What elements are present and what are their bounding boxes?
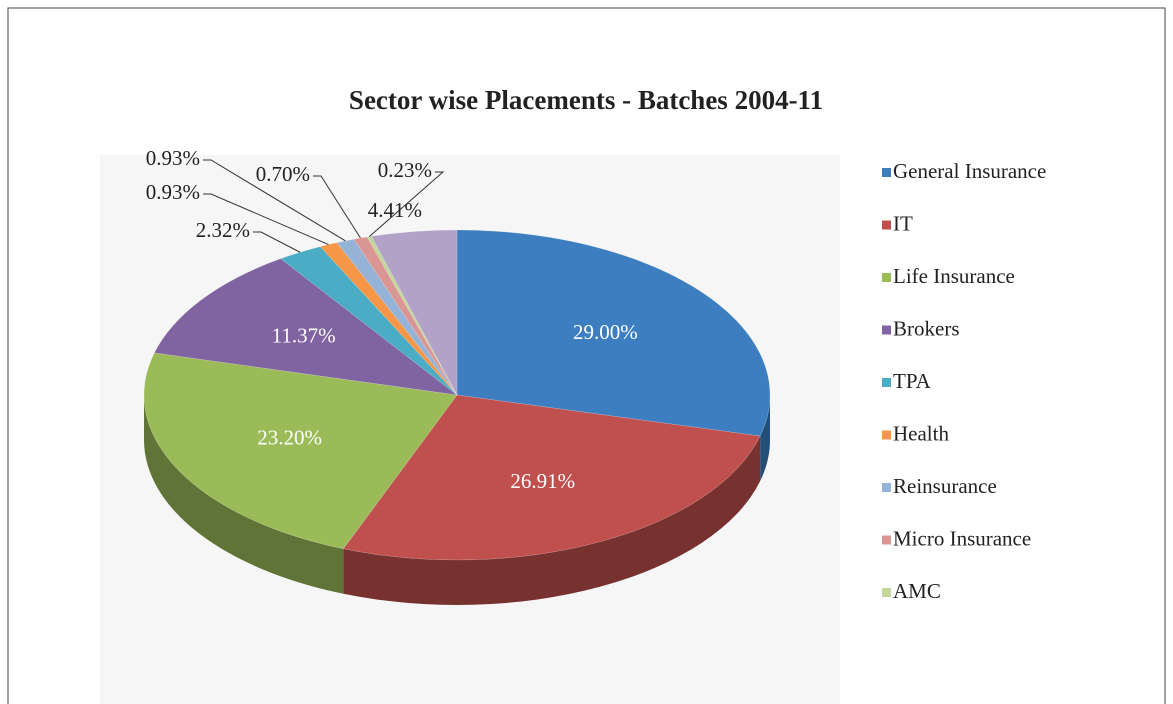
leader-line (253, 231, 301, 253)
slice (342, 394, 761, 561)
slice (143, 352, 458, 550)
data-label: 26.91% (510, 469, 575, 493)
legend-label: Reinsurance (893, 474, 997, 498)
data-label: 0.70% (256, 162, 310, 186)
slice (336, 238, 458, 396)
legend-swatch (882, 430, 891, 440)
leader-line (203, 159, 346, 242)
legend-swatch (882, 325, 891, 335)
legend-swatch (882, 168, 891, 177)
legend-swatch (882, 220, 891, 230)
legend-label: Life Insurance (893, 264, 1015, 288)
data-label: 0.23% (378, 158, 432, 182)
legend-label: Brokers (893, 316, 960, 340)
data-label: 0.93% (146, 146, 200, 170)
legend-swatch (882, 588, 891, 597)
legend-label: Micro Insurance (893, 526, 1031, 550)
slice (353, 236, 458, 396)
slice (370, 229, 458, 396)
data-label: 11.37% (272, 324, 336, 348)
legend-label: General Insurance (893, 159, 1046, 183)
slice (456, 229, 771, 437)
legend-label: Health (893, 421, 949, 445)
slice-side (760, 395, 770, 482)
legend-label: AMC (893, 579, 941, 603)
data-label: 2.32% (196, 218, 250, 242)
legend-swatch (882, 535, 891, 545)
legend-swatch (882, 378, 891, 387)
leader-line (368, 171, 445, 238)
slice (319, 242, 458, 396)
data-label: 4.41% (368, 198, 422, 222)
slice (366, 236, 458, 396)
slice-side (144, 395, 344, 594)
slice (153, 258, 458, 396)
slice (280, 246, 458, 396)
chart-title: Sector wise Placements - Batches 2004-11 (349, 85, 823, 115)
data-label: 0.93% (146, 180, 200, 204)
legend-label: IT (893, 211, 913, 235)
legend-label: TPA (893, 369, 932, 393)
legend-swatch (882, 273, 891, 282)
slice-side (343, 436, 761, 605)
data-label: 23.20% (257, 426, 322, 450)
leader-line (203, 193, 329, 246)
legend-swatch (882, 483, 891, 492)
leader-line (313, 175, 361, 239)
data-label: 29.00% (573, 320, 638, 344)
